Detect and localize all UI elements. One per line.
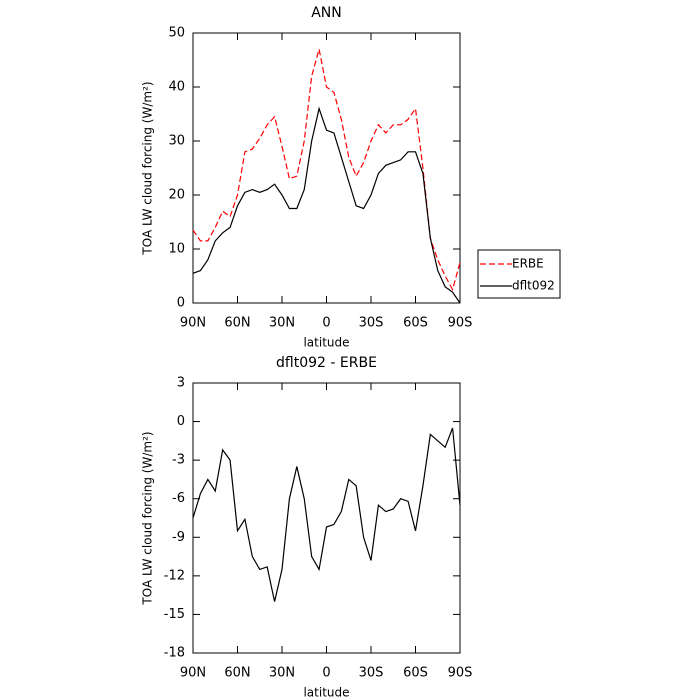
x-tick-label: 0 xyxy=(322,666,330,681)
x-axis-label: latitude xyxy=(303,336,349,350)
legend-label: dflt092 xyxy=(512,279,555,293)
x-tick-label: 90N xyxy=(180,666,206,681)
y-tick-label: -9 xyxy=(172,530,185,545)
legend-box xyxy=(477,249,561,299)
x-tick-label: 60N xyxy=(224,666,250,681)
y-tick-label: 20 xyxy=(168,188,185,203)
y-tick-label: -15 xyxy=(164,607,185,622)
x-tick-label: 30S xyxy=(359,316,384,331)
y-tick-label: -18 xyxy=(164,646,185,661)
data-line xyxy=(192,106,461,304)
x-axis-label: latitude xyxy=(303,686,349,700)
y-tick-label: 40 xyxy=(168,80,185,95)
x-tick-label: 0 xyxy=(322,316,330,331)
y-tick-label: 10 xyxy=(168,242,185,257)
y-axis-label: TOA LW cloud forcing (W/m²) xyxy=(141,431,155,605)
x-tick-label: 60S xyxy=(403,316,428,331)
chart-title: dflt092 - ERBE xyxy=(276,355,377,371)
x-tick-label: 30S xyxy=(359,666,384,681)
x-tick-label: 60S xyxy=(403,666,428,681)
y-tick-label: 3 xyxy=(177,376,185,391)
x-tick-label: 90S xyxy=(448,316,473,331)
chart-title: ANN xyxy=(311,5,342,21)
y-tick-label: -12 xyxy=(164,568,185,583)
plot-frame xyxy=(192,32,461,304)
y-tick-label: 0 xyxy=(177,414,185,429)
y-axis-label: TOA LW cloud forcing (W/m²) xyxy=(141,81,155,255)
legend-label: ERBE xyxy=(512,257,544,271)
y-tick-label: -6 xyxy=(172,491,185,506)
y-tick-label: 50 xyxy=(168,26,185,41)
y-tick-label: -3 xyxy=(172,453,185,468)
x-tick-label: 90N xyxy=(180,316,206,331)
x-tick-label: 30N xyxy=(269,316,295,331)
plot-frame xyxy=(192,382,461,654)
x-tick-label: 90S xyxy=(448,666,473,681)
x-tick-label: 30N xyxy=(269,666,295,681)
y-tick-label: 30 xyxy=(168,134,185,149)
data-line xyxy=(192,427,461,602)
data-line xyxy=(192,49,461,292)
x-tick-label: 60N xyxy=(224,316,250,331)
y-tick-label: 0 xyxy=(177,296,185,311)
